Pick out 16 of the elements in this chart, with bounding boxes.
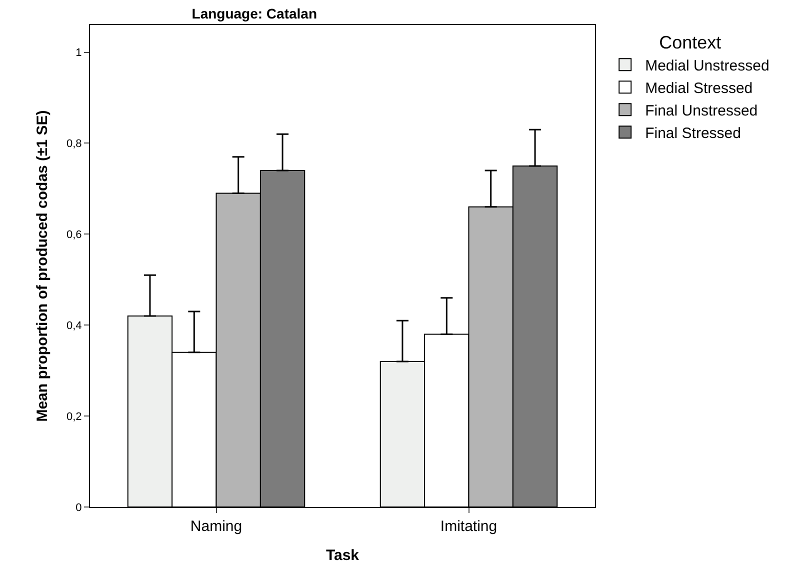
legend-label: Medial Stressed <box>645 80 753 97</box>
legend-label: Medial Unstressed <box>645 58 770 74</box>
y-tick-label: 0,6 <box>66 229 82 242</box>
y-tick-label: 0,8 <box>66 138 82 150</box>
x-axis-title: Task <box>326 547 360 564</box>
y-axis-title: Mean proportion of produced codas (±1 SE) <box>34 110 51 422</box>
y-tick-label: 0 <box>76 502 82 514</box>
y-tick-label: 0,4 <box>66 320 82 332</box>
chart-title: Language: Catalan <box>192 5 318 22</box>
x-tick-label: Imitating <box>440 518 498 535</box>
y-tick-label: 1 <box>76 47 82 60</box>
legend-label: Final Unstressed <box>645 102 758 120</box>
legend-title: Context <box>659 32 722 52</box>
y-tick-label: 0,2 <box>66 410 82 423</box>
legend-label: Final Stressed <box>645 125 741 142</box>
x-tick-label: Naming <box>190 518 242 535</box>
